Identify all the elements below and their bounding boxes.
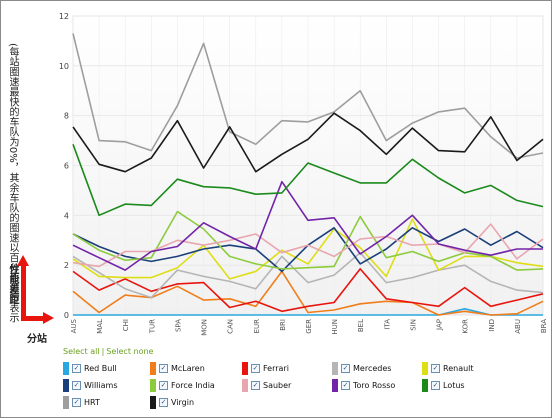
y-axis-label: (每站圈速最快的车队为0%，其余车队的圈速以百分百进行表示 <box>7 43 18 323</box>
legend-checkbox[interactable]: ✓ <box>72 380 81 390</box>
series-line-hrt <box>72 33 544 159</box>
series-line-lotus <box>72 144 544 217</box>
legend-swatch <box>63 395 69 409</box>
legend-checkbox[interactable]: ✓ <box>159 363 168 373</box>
legend-label: Toro Rosso <box>353 380 396 390</box>
legend-label: Virgin <box>171 397 195 407</box>
legend-label: Williams <box>84 380 118 390</box>
legend-label: Ferrari <box>263 363 289 373</box>
legend-item[interactable]: ✓ HRT <box>63 395 100 409</box>
series-line-virgin <box>72 112 544 173</box>
legend-label: Red Bull <box>84 363 117 373</box>
x-tick-label: MAL <box>96 319 104 334</box>
y-axis-label-bold: 性能差距 <box>7 264 18 304</box>
legend-item[interactable]: ✓ Sauber <box>242 378 291 392</box>
legend-checkbox[interactable]: ✓ <box>341 363 350 373</box>
x-tick-label: IND <box>488 319 496 332</box>
x-tick-label: MON <box>201 319 209 336</box>
legend-checkbox[interactable]: ✓ <box>341 380 350 390</box>
legend-swatch <box>242 378 248 392</box>
x-tick-label: HUN <box>331 319 339 335</box>
select-none-link[interactable]: Select none <box>106 347 154 356</box>
y-tick-labels: 0 2 4 6 8 10 12 <box>59 12 69 320</box>
legend-checkbox[interactable]: ✓ <box>159 397 168 407</box>
x-tick-label: TUR <box>148 319 156 334</box>
legend-swatch <box>150 378 156 392</box>
legend-label: Force India <box>171 380 215 390</box>
y-tick-label: 10 <box>59 62 69 71</box>
legend-item[interactable]: ✓ Lotus <box>422 378 465 392</box>
y-axis-arrow <box>17 255 29 320</box>
x-tick-label: ABU <box>514 319 522 334</box>
x-tick-label: JAP <box>436 319 444 331</box>
series-line-red-bull <box>73 307 543 316</box>
y-tick-label: 4 <box>64 211 69 220</box>
x-tick-label: SIN <box>409 319 417 331</box>
legend-checkbox[interactable]: ✓ <box>431 380 440 390</box>
legend-checkbox[interactable]: ✓ <box>159 380 168 390</box>
x-tick-label: BRI <box>279 319 287 331</box>
legend-label: Renault <box>443 363 474 373</box>
legend-swatch <box>150 361 156 375</box>
legend-item[interactable]: ✓ Force India <box>150 378 215 392</box>
x-tick-label: CHI <box>122 319 130 331</box>
x-axis-label-bold: 分站 <box>27 334 47 345</box>
legend-item[interactable]: ✓ Renault <box>422 361 474 375</box>
series-lines <box>72 33 544 316</box>
select-separator: | <box>101 347 105 356</box>
legend-label: Mercedes <box>353 363 392 373</box>
x-tick-label: CAN <box>227 319 235 334</box>
legend-item[interactable]: ✓ Virgin <box>150 395 194 409</box>
x-tick-label: EUR <box>253 319 261 334</box>
legend-swatch <box>63 361 69 375</box>
legend-swatch <box>422 378 428 392</box>
legend-swatch <box>63 378 69 392</box>
y-tick-label: 6 <box>64 162 69 171</box>
legend-item[interactable]: ✓ Williams <box>63 378 118 392</box>
series-line-renault <box>72 218 544 280</box>
x-tick-labels: AUS MAL CHI TUR SPA MON CAN EUR BRI GER HUN BEL ITA S… <box>70 318 548 335</box>
legend-checkbox[interactable]: ✓ <box>72 363 81 373</box>
legend-swatch <box>242 361 248 375</box>
legend-label: Lotus <box>443 380 465 390</box>
y-tick-label: 8 <box>64 112 69 121</box>
legend-checkbox[interactable]: ✓ <box>251 363 260 373</box>
x-tick-label: ITA <box>383 319 391 330</box>
legend-checkbox[interactable]: ✓ <box>251 380 260 390</box>
legend-checkbox[interactable]: ✓ <box>72 397 81 407</box>
line-chart: 0 2 4 6 8 10 12 AUS MAL CHI TUR SPA MON CAN EUR BRI GER… <box>59 12 548 336</box>
select-controls: Select all | Select none <box>63 347 153 356</box>
y-tick-label: 0 <box>64 311 69 320</box>
series-line-toro-rosso <box>72 180 543 271</box>
x-tick-label: GER <box>305 319 313 334</box>
legend-item[interactable]: ✓ McLaren <box>150 361 205 375</box>
legend-swatch <box>332 378 338 392</box>
legend-item[interactable]: ✓ Mercedes <box>332 361 391 375</box>
series-line-ferrari <box>72 268 544 313</box>
x-tick-label: AUS <box>70 318 78 333</box>
legend-label: Sauber <box>263 380 292 390</box>
legend-label: HRT <box>84 397 100 407</box>
select-all-link[interactable]: Select all <box>63 347 100 356</box>
legend-swatch <box>332 361 338 375</box>
legend-item[interactable]: ✓ Red Bull <box>63 361 117 375</box>
x-tick-label: BRA <box>540 319 548 333</box>
legend-item[interactable]: ✓ Toro Rosso <box>332 378 395 392</box>
legend-checkbox[interactable]: ✓ <box>431 363 440 373</box>
x-tick-label: BEL <box>357 319 365 332</box>
legend-swatch <box>150 395 156 409</box>
legend-swatch <box>422 361 428 375</box>
grid-lines <box>72 15 544 316</box>
legend-item[interactable]: ✓ Ferrari <box>242 361 289 375</box>
x-axis-arrow <box>21 312 54 324</box>
legend-label: McLaren <box>171 363 205 373</box>
series-line-mercedes <box>72 251 544 299</box>
x-tick-label: KOR <box>462 319 470 334</box>
x-tick-label: SPA <box>174 319 182 332</box>
y-tick-label: 12 <box>59 12 69 21</box>
y-tick-label: 2 <box>64 261 69 270</box>
